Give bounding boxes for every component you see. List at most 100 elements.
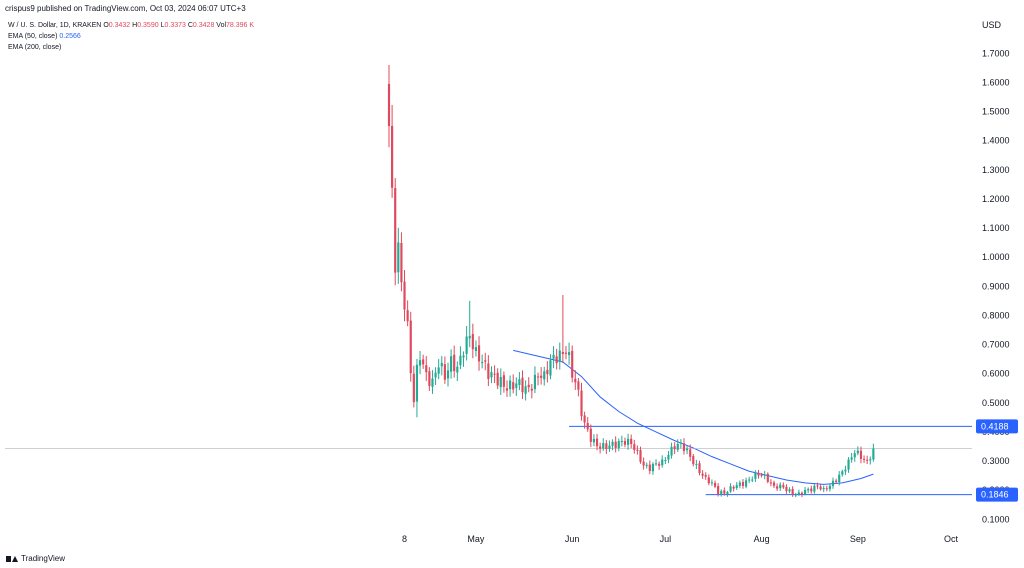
candle-body — [695, 464, 698, 466]
candle-body — [763, 474, 766, 476]
candle-body — [505, 388, 509, 391]
footer-brand-label: TradingView — [21, 554, 66, 563]
candle-body — [418, 360, 422, 366]
candle-body — [819, 486, 822, 490]
candle-body — [676, 443, 679, 450]
price-axis[interactable]: 0.10000.20000.30000.40000.50000.60000.70… — [982, 48, 1010, 524]
candle-body — [592, 438, 596, 443]
candle-body — [720, 490, 723, 495]
candle-body — [558, 350, 561, 362]
candle-body — [599, 446, 602, 449]
candle-body — [415, 364, 419, 402]
currency-label: USD — [982, 20, 1002, 30]
candle-body — [561, 352, 564, 355]
candle-body — [766, 473, 769, 482]
candle-body — [626, 438, 630, 445]
candle-body — [568, 352, 571, 356]
candle-body — [859, 450, 863, 459]
candle-body — [577, 381, 580, 390]
tradingview-logo-icon — [6, 555, 18, 563]
candle-body — [400, 242, 403, 283]
candle-body — [698, 463, 701, 473]
candle-body — [797, 492, 800, 495]
candle-body — [816, 485, 819, 487]
candle-body — [732, 486, 735, 489]
candle-body — [524, 386, 527, 394]
candle-body — [571, 350, 574, 378]
candle-body — [658, 463, 661, 466]
ema50-value: 0.2566 — [59, 33, 81, 40]
time-axis[interactable]: 8 May Jun Jul Aug Sep Oct — [402, 534, 958, 544]
candle-body — [564, 352, 568, 354]
ema50-legend-row[interactable]: EMA (50, close) 0.2566 — [8, 31, 254, 42]
candle-body — [620, 441, 623, 443]
candle-body — [782, 485, 785, 488]
candle-body — [406, 310, 409, 322]
candle-body — [661, 459, 664, 466]
level-lines — [5, 425, 972, 496]
candle-body — [835, 480, 838, 482]
candle-body — [409, 320, 412, 374]
close-label: C — [187, 22, 193, 29]
candle-body — [450, 356, 453, 372]
volume-value: 78.396 K — [226, 22, 255, 29]
y-tick-label: 0.7000 — [982, 340, 1010, 350]
candle-body — [540, 375, 543, 378]
candle-body — [769, 482, 772, 484]
candle-body — [670, 446, 673, 456]
candle-body — [741, 482, 745, 486]
candle-body — [530, 388, 533, 391]
candle-body — [779, 484, 782, 489]
candle-body — [431, 378, 434, 387]
candle-body — [729, 486, 732, 492]
candle-body — [844, 469, 847, 472]
ema200-label: EMA (200, close) — [8, 44, 62, 51]
ema50-label: EMA (50, close) — [8, 33, 58, 40]
x-tick-label: Aug — [754, 534, 770, 544]
candle-body — [791, 488, 794, 495]
footer-brand[interactable]: TradingView — [6, 554, 65, 563]
candle-body — [710, 482, 714, 484]
candle-body — [630, 438, 633, 445]
candle-body — [509, 380, 512, 390]
candle-body — [735, 485, 738, 488]
ema200-legend-row[interactable]: EMA (200, close) — [8, 42, 254, 53]
y-tick-label: 1.7000 — [982, 48, 1010, 58]
symbol-label[interactable]: W / U. S. Dollar, 1D, KRAKEN — [8, 22, 102, 29]
candle-body — [496, 372, 499, 386]
candle-body — [605, 443, 608, 449]
candle-body — [437, 367, 440, 374]
volume-label: Vol — [216, 22, 227, 29]
candle-body — [527, 384, 530, 388]
candle-body — [397, 242, 400, 273]
x-tick-label: Jul — [660, 534, 672, 544]
candle-body — [723, 490, 726, 494]
high-value: 0.3590 — [137, 22, 159, 29]
candle-body — [574, 378, 577, 383]
y-tick-label: 0.3000 — [982, 456, 1010, 466]
level-price-tag-label: 0.1846 — [981, 490, 1009, 500]
candle-body — [847, 459, 850, 470]
open-label: O — [103, 22, 109, 29]
candle-body — [717, 486, 720, 494]
candle-body — [586, 423, 589, 430]
candle-body — [828, 485, 831, 490]
candle-body — [738, 482, 741, 486]
close-value: 0.3428 — [192, 22, 215, 29]
candle-body — [704, 474, 707, 477]
candle-body — [810, 488, 813, 492]
candle-body — [546, 369, 549, 375]
candle-body — [440, 362, 443, 367]
y-tick-label: 0.6000 — [982, 369, 1010, 379]
candle-body — [608, 445, 611, 449]
candle-body — [825, 488, 828, 490]
candle-body — [453, 354, 456, 372]
x-tick-label: 8 — [402, 534, 407, 544]
candle-body — [751, 479, 754, 481]
candle-body — [602, 443, 605, 449]
candle-body — [788, 489, 791, 492]
low-value: 0.3373 — [164, 22, 186, 29]
candle-body — [512, 382, 515, 390]
candle-body — [471, 334, 474, 350]
